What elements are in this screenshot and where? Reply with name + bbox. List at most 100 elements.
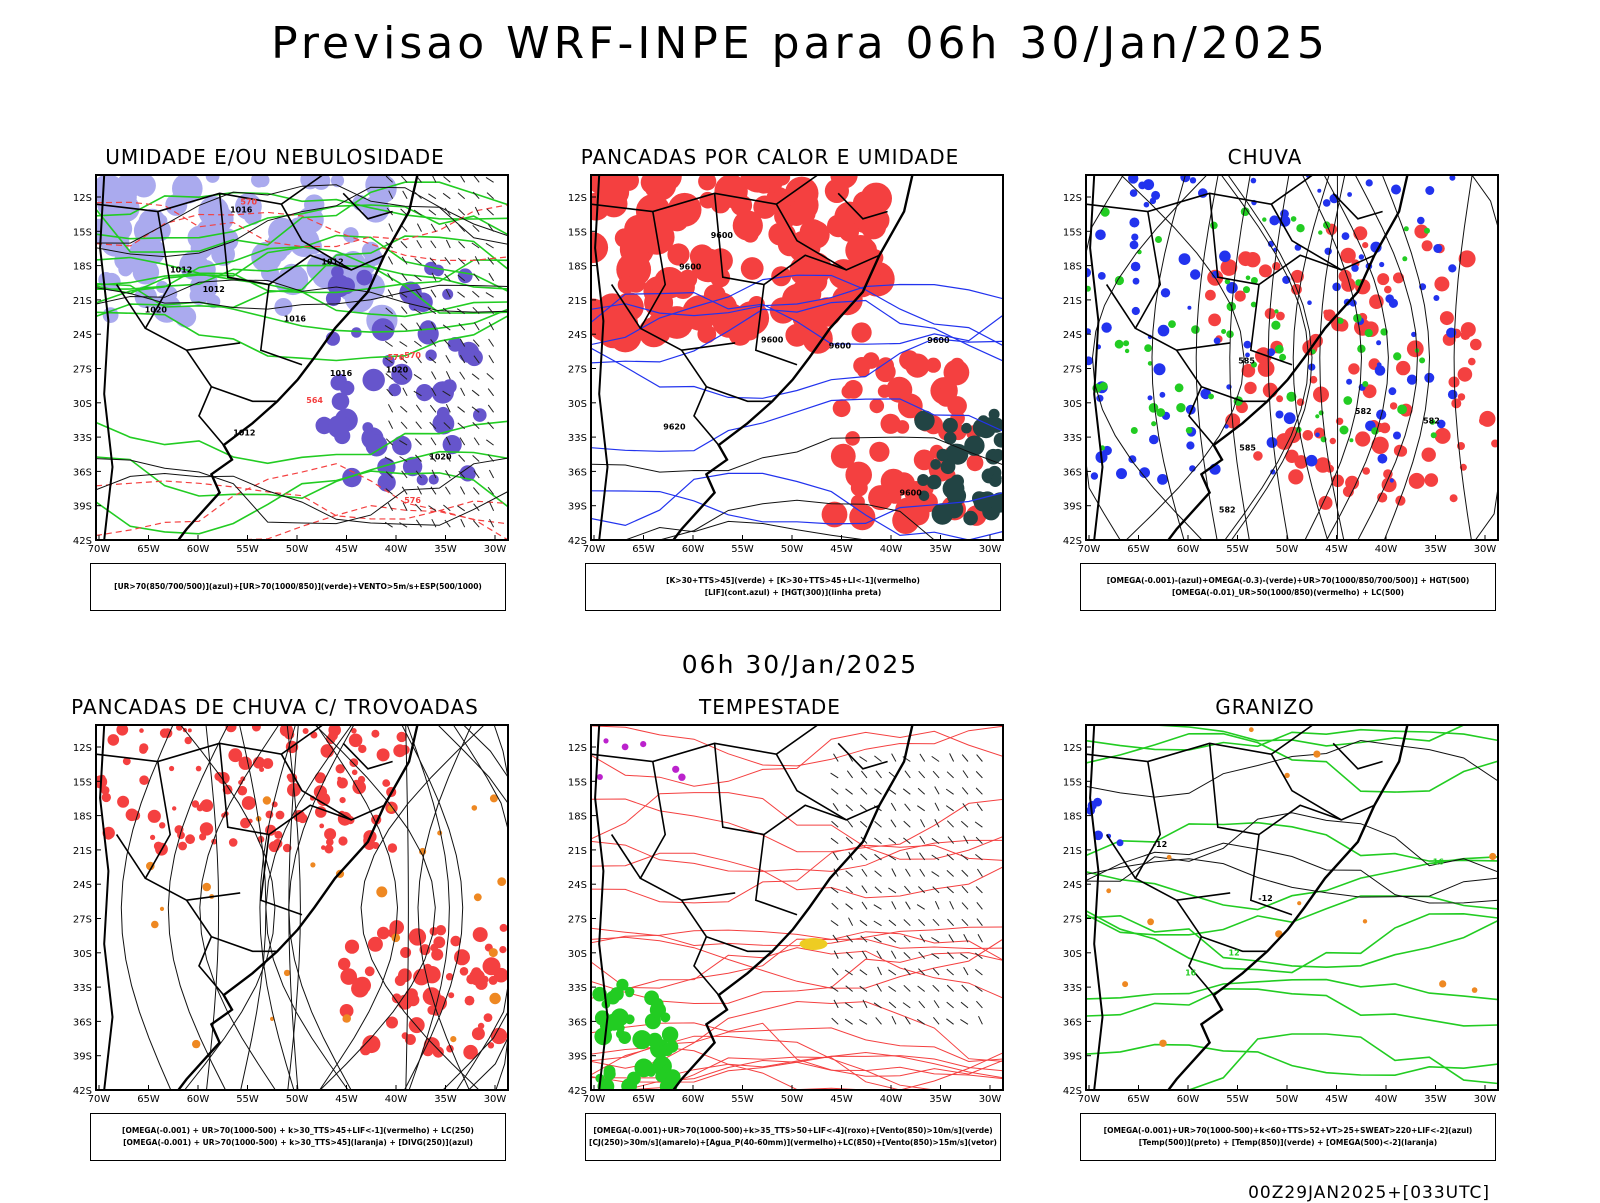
field-blob bbox=[944, 360, 970, 386]
wind-vector bbox=[862, 886, 867, 893]
field-blob bbox=[169, 766, 174, 771]
field-blob bbox=[1147, 918, 1154, 925]
coastline bbox=[1168, 175, 1407, 540]
field-blob bbox=[1439, 980, 1446, 987]
field-blob bbox=[927, 475, 942, 490]
border-line bbox=[1107, 285, 1136, 329]
lon-label: 35W bbox=[434, 544, 457, 555]
field-blob bbox=[1397, 405, 1407, 415]
wind-vector bbox=[472, 390, 479, 396]
field-blob bbox=[1422, 448, 1436, 462]
field-blob bbox=[842, 384, 857, 399]
wind-vector bbox=[874, 756, 881, 762]
field-blob bbox=[377, 748, 390, 761]
field-blob bbox=[1343, 396, 1352, 405]
field-blob bbox=[202, 883, 211, 892]
field-blob bbox=[430, 944, 438, 952]
wind-vector bbox=[891, 820, 896, 828]
wind-vector bbox=[920, 869, 925, 877]
legend-box: [OMEGA(-0.001)+UR>70(1000-500)+k>35_TTS>… bbox=[585, 1113, 1001, 1161]
wind-vector bbox=[904, 952, 911, 958]
field-blob bbox=[1450, 494, 1458, 502]
field-blob bbox=[432, 265, 444, 277]
field-blob bbox=[484, 1013, 493, 1022]
field-blob bbox=[803, 269, 828, 294]
lon-label: 30W bbox=[979, 1094, 1002, 1105]
border-line bbox=[1135, 762, 1230, 901]
contour-line bbox=[96, 458, 508, 523]
wind-vector bbox=[947, 1002, 954, 1008]
wind-vector bbox=[445, 224, 450, 232]
field-blob bbox=[888, 381, 904, 397]
field-blob bbox=[979, 491, 996, 508]
field-blob bbox=[185, 834, 195, 844]
wind-vector bbox=[833, 803, 838, 811]
wind-vector bbox=[388, 503, 392, 511]
wind-vector bbox=[860, 986, 867, 991]
field-blob bbox=[1355, 431, 1370, 446]
lat-label: 12S bbox=[568, 193, 587, 204]
lon-label: 40W bbox=[1375, 544, 1398, 555]
wind-vector bbox=[975, 822, 982, 827]
wind-vector bbox=[831, 773, 839, 778]
field-blob bbox=[1431, 432, 1437, 438]
wind-vector bbox=[920, 836, 925, 844]
wind-vector bbox=[962, 985, 968, 992]
field-blob bbox=[849, 504, 875, 530]
border-line bbox=[261, 835, 302, 915]
field-blob bbox=[1131, 262, 1141, 272]
field-blob bbox=[869, 442, 889, 462]
wind-vector bbox=[977, 919, 983, 926]
field-blob bbox=[429, 474, 439, 484]
field-blob bbox=[489, 993, 500, 1004]
field-blob bbox=[192, 800, 199, 807]
lon-label: 30W bbox=[484, 544, 507, 555]
field-blob bbox=[649, 323, 670, 344]
field-blob bbox=[1390, 478, 1394, 482]
lon-label: 60W bbox=[1177, 1094, 1200, 1105]
lat-label: 12S bbox=[568, 743, 587, 754]
wind-vector bbox=[414, 374, 422, 379]
wind-vector bbox=[875, 871, 882, 877]
wind-vector bbox=[489, 273, 494, 281]
wind-vector bbox=[459, 242, 465, 249]
field-blob bbox=[1132, 307, 1140, 315]
map-content bbox=[94, 723, 508, 1090]
wind-vector bbox=[474, 323, 479, 331]
field-blob bbox=[1347, 192, 1352, 197]
field-blob bbox=[1303, 430, 1314, 441]
field-blob bbox=[1175, 383, 1184, 392]
wind-vector bbox=[961, 821, 968, 827]
field-blob bbox=[1391, 185, 1401, 195]
map-chuva: 58258258558558212S15S18S21S24S27S30S33S3… bbox=[1030, 173, 1500, 558]
wind-vector bbox=[446, 371, 450, 379]
lat-label: 30S bbox=[568, 399, 587, 410]
wind-vector bbox=[918, 986, 925, 992]
field-blob bbox=[188, 728, 192, 732]
field-blob bbox=[1284, 412, 1296, 424]
border-line bbox=[187, 350, 278, 401]
lat-label: 15S bbox=[73, 777, 92, 788]
contour-label: 585 bbox=[1239, 443, 1256, 452]
lon-label: 45W bbox=[335, 1094, 358, 1105]
field-blob bbox=[1101, 322, 1111, 332]
field-blob bbox=[368, 937, 383, 952]
field-blob bbox=[402, 1032, 409, 1039]
field-blob bbox=[1091, 472, 1098, 479]
field-blob bbox=[1274, 309, 1278, 313]
wind-vector bbox=[888, 888, 896, 893]
lat-label: 36S bbox=[568, 467, 587, 478]
wind-vector bbox=[906, 869, 911, 877]
wind-vector bbox=[892, 1016, 896, 1024]
field-blob bbox=[1377, 273, 1389, 285]
wind-vector bbox=[935, 803, 939, 811]
field-blob bbox=[1275, 345, 1284, 354]
lat-label: 33S bbox=[73, 433, 92, 444]
streamline bbox=[1093, 175, 1207, 540]
field-blob bbox=[117, 796, 129, 808]
wind-vector bbox=[947, 821, 953, 828]
wind-vector bbox=[947, 772, 954, 778]
field-blob bbox=[228, 748, 242, 762]
field-blob bbox=[1161, 288, 1170, 297]
